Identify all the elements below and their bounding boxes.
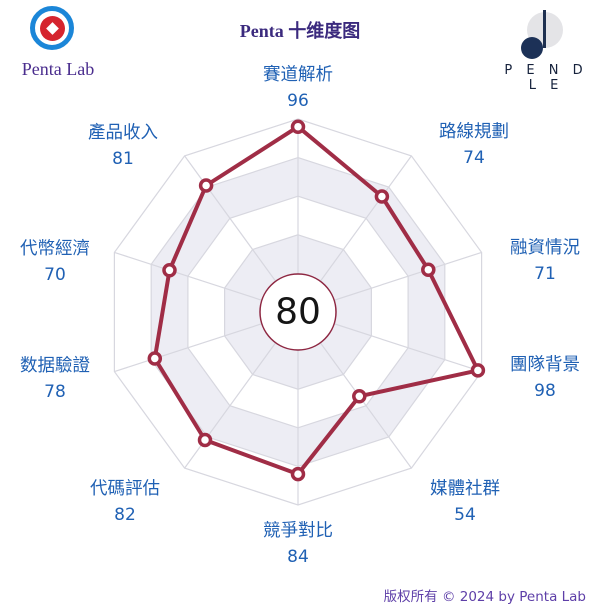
data-point-marker xyxy=(162,263,177,278)
penta-lab-label: Penta Lab xyxy=(21,59,95,79)
axis-label: 競爭對比 xyxy=(263,521,333,541)
penta-lab-logo-icon xyxy=(30,6,74,50)
axis-value: 54 xyxy=(454,505,476,525)
page-title: Penta 十维度图 xyxy=(239,21,361,41)
axis-label: 代碼評估 xyxy=(90,479,160,499)
data-point-marker xyxy=(290,119,306,134)
data-point-marker xyxy=(197,432,213,448)
axis-label: 賽道解析 xyxy=(263,64,333,85)
data-point-marker xyxy=(470,363,486,378)
data-point-marker xyxy=(290,466,306,482)
axis-label: 團隊背景 xyxy=(510,355,580,375)
data-point-marker xyxy=(352,389,367,404)
axis-value: 74 xyxy=(463,148,485,168)
axis-value: 96 xyxy=(287,91,309,111)
data-point-marker xyxy=(198,178,214,193)
axis-value: 78 xyxy=(44,382,66,402)
data-point-marker xyxy=(374,189,390,204)
axis-label: 融資情況 xyxy=(510,238,580,258)
axis-value: 98 xyxy=(534,381,556,401)
axis-value: 81 xyxy=(112,149,134,169)
axis-label: 產品收入 xyxy=(88,123,158,143)
axis-label: 数据驗證 xyxy=(20,356,90,376)
axis-value: 82 xyxy=(114,505,136,525)
axis-value: 70 xyxy=(44,265,66,285)
pendle-pendulum-bob-icon xyxy=(521,37,543,59)
data-point-marker xyxy=(147,351,163,366)
axis-label: 媒體社群 xyxy=(430,479,500,499)
data-point-marker xyxy=(421,262,436,277)
axis-value: 84 xyxy=(287,547,309,567)
axis-label: 代幣經濟 xyxy=(20,239,90,259)
penta-lab-logo-inner xyxy=(39,15,65,41)
copyright-text: 版权所有 © 2024 by Penta Lab xyxy=(383,589,586,605)
center-score-circle xyxy=(259,273,337,351)
axis-value: 71 xyxy=(534,264,556,284)
pendle-pendulum-rod-icon xyxy=(543,10,546,48)
axis-label: 路線規劃 xyxy=(439,122,509,142)
center-score-value: 80 xyxy=(275,292,321,333)
pendle-wordmark: P E N D L E xyxy=(504,63,588,93)
